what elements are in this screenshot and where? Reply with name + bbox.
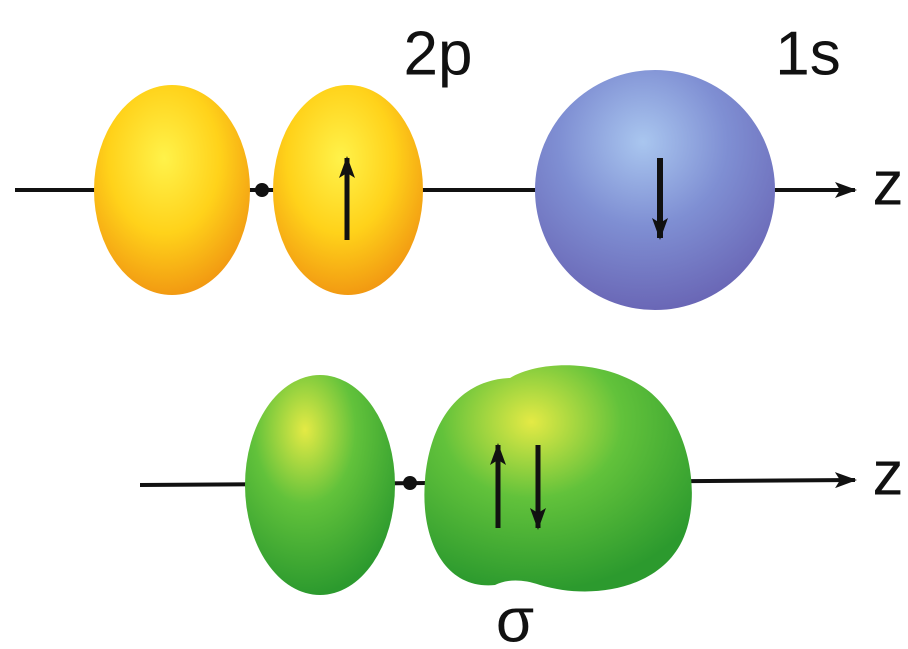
p-lobe-left <box>94 85 250 295</box>
sigma-lobe-small <box>245 375 395 595</box>
label-1s: 1s <box>775 19 840 88</box>
bond-label: σ <box>496 586 534 649</box>
sigma-lobe-large <box>424 365 692 591</box>
label-2p: 2p <box>404 19 473 88</box>
axis-label: z <box>873 439 904 508</box>
s-orbital <box>535 70 775 310</box>
nucleus <box>255 183 269 197</box>
nucleus <box>403 476 417 490</box>
orbital-diagram: 2p 1s z z σ <box>0 0 908 649</box>
axis-label: z <box>873 149 904 218</box>
